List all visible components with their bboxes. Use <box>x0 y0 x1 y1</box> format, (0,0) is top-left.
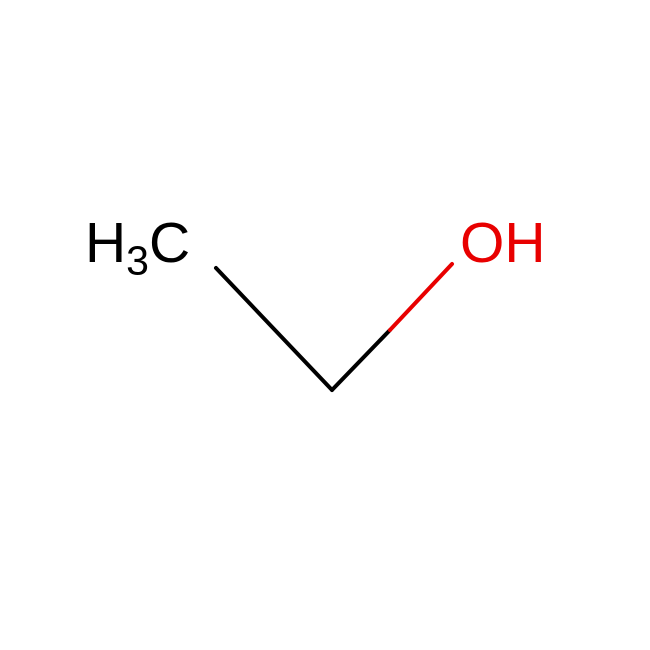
bond-line <box>216 268 332 390</box>
atom-label-oh: OH <box>460 215 546 272</box>
bond-line <box>390 264 452 330</box>
bond-line <box>332 330 390 390</box>
molecule-canvas: H3C OH <box>0 0 650 650</box>
atom-label-ch3: H3C <box>85 215 190 272</box>
bond-layer <box>0 0 650 650</box>
